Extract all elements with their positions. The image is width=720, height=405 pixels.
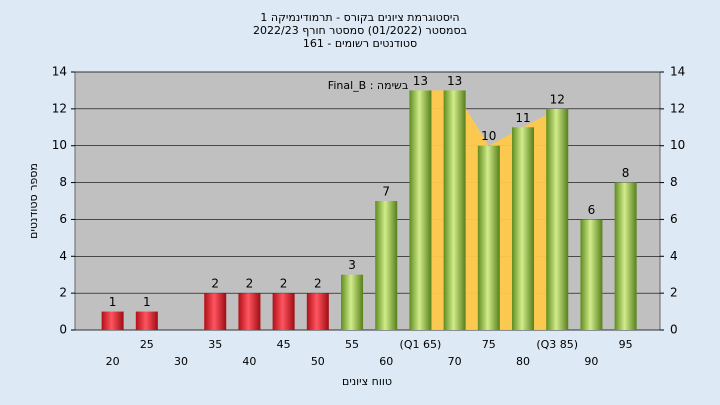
value-label: 6 [588,203,596,217]
y2-tick-label: 2 [670,286,678,300]
plot-area [74,71,661,331]
y-tick-label: 4 [59,249,67,263]
y-tick-label: 2 [59,286,67,300]
bar [238,293,261,330]
bar [512,127,535,331]
title-2: בסמסטר (01/2022) סמסטר חורף 2022/23 [253,24,467,37]
bar [546,108,569,330]
value-label: 11 [515,111,530,125]
value-label: 10 [481,129,496,143]
annotation: Final_B : בשימה [328,79,408,92]
bar [204,293,227,330]
x-tick-label: 80 [516,355,530,368]
x-tick-label: 55 [345,338,359,351]
value-label: 8 [622,166,630,180]
bar [272,293,295,330]
y-tick-label: 14 [52,65,67,79]
bar [409,90,432,330]
y-tick-label: 6 [59,212,67,226]
value-label: 1 [143,295,151,309]
value-label: 1 [109,295,117,309]
value-label: 2 [280,277,288,291]
x-tick-label: 35 [208,338,222,351]
y-tick-label: 8 [59,175,67,189]
x-tick-label: 50 [311,355,325,368]
title-3: סטודנטים רשומים - 161 [303,37,417,50]
x-tick-label: (Q3 85) [536,338,578,351]
value-label: 2 [246,277,254,291]
x-tick-label: (Q1 65) [400,338,442,351]
value-label: 13 [447,74,462,88]
bar [375,201,398,330]
x-tick-label: 90 [584,355,598,368]
x-tick-label: 40 [242,355,256,368]
x-tick-label: 70 [448,355,462,368]
value-label: 2 [314,277,322,291]
x-axis-label: טווח ציונים [342,375,392,388]
y2-tick-label: 12 [670,101,685,115]
y2-tick-label: 6 [670,212,678,226]
y-tick-label: 10 [52,138,67,152]
x-tick-label: 75 [482,338,496,351]
title-1: היסטוגרמת ציונים בקורס - תרמודינמיקה 1 [260,11,459,24]
x-tick-label: 95 [619,338,633,351]
y-axis-label: מספר סטודנטים [27,163,40,239]
y-tick-label: 12 [52,101,67,115]
y-tick-label: 0 [59,323,67,337]
y2-tick-label: 14 [670,65,685,79]
y2-tick-label: 0 [670,323,678,337]
y2-tick-label: 10 [670,138,685,152]
value-label: 12 [550,92,565,106]
bar [341,274,364,330]
bar [477,145,500,330]
x-tick-label: 25 [140,338,154,351]
value-label: 13 [413,74,428,88]
bar [306,293,329,330]
bar [443,90,466,330]
bar [135,311,158,330]
bar [614,182,637,330]
value-label: 2 [211,277,219,291]
y2-tick-label: 4 [670,249,678,263]
x-tick-label: 30 [174,355,188,368]
x-tick-label: 20 [106,355,120,368]
value-label: 3 [348,258,356,272]
value-label: 7 [382,185,390,199]
bar [101,311,124,330]
x-tick-label: 45 [277,338,291,351]
x-tick-label: 60 [379,355,393,368]
y2-tick-label: 8 [670,175,678,189]
bar [580,219,603,330]
